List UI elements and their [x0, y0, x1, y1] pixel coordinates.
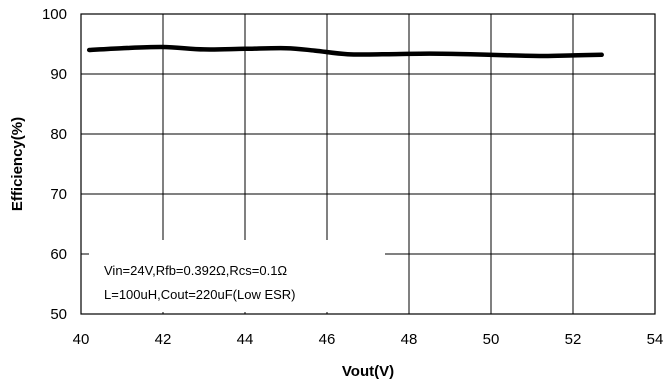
plot-frame: [80, 13, 656, 315]
x-tick-label: 48: [401, 331, 418, 348]
y-tick-label: 50: [50, 306, 67, 323]
annotation-line-1: Vin=24V,Rfb=0.392Ω,Rcs=0.1Ω: [104, 263, 287, 278]
y-tick-label: 80: [50, 126, 67, 143]
x-tick-label: 50: [483, 331, 500, 348]
annotation-line-2: L=100uH,Cout=220uF(Low ESR): [104, 287, 296, 302]
y-tick-label: 90: [50, 66, 67, 83]
x-tick-label: 52: [565, 331, 582, 348]
annotation-box: [89, 240, 385, 312]
x-tick-label: 42: [155, 331, 172, 348]
x-tick-label: 46: [319, 331, 336, 348]
y-tick-label: 70: [50, 186, 67, 203]
y-axis-title: Efficiency(%): [9, 117, 26, 211]
x-tick-label: 44: [237, 331, 254, 348]
efficiency-series-line: [86, 44, 604, 59]
tick-labels: 40 42 44 46 48 50 52 54 50 60 70 80 90 100: [42, 6, 663, 348]
x-axis-title: Vout(V): [342, 363, 394, 380]
x-tick-label: 54: [647, 331, 664, 348]
x-tick-label: 40: [73, 331, 90, 348]
y-tick-label: 100: [42, 6, 67, 23]
y-tick-label: 60: [50, 246, 67, 263]
